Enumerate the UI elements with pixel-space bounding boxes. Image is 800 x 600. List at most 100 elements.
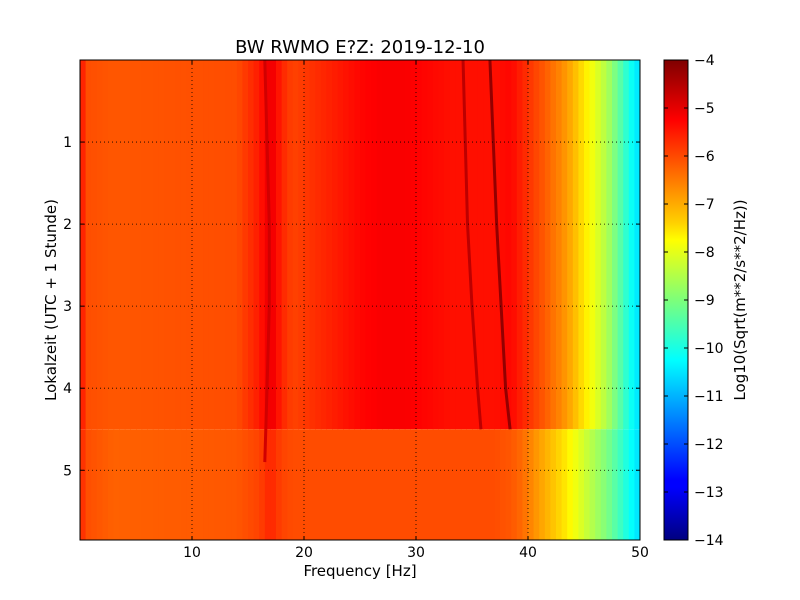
heatmap-cell <box>365 429 372 540</box>
heatmap-cell <box>96 60 103 430</box>
plot-frame <box>79 59 641 541</box>
heatmap-cell <box>113 60 120 430</box>
heatmap-cell <box>124 429 131 540</box>
heatmap-cell <box>253 60 260 430</box>
heatmap-cell <box>186 429 193 540</box>
heatmap-cell <box>421 60 428 430</box>
x-tick-label: 10 <box>183 545 201 561</box>
heatmap-cell <box>80 429 87 540</box>
heatmap-cell <box>578 60 585 430</box>
heatmap-cell <box>231 429 238 540</box>
heatmap-cell <box>404 429 411 540</box>
heatmap-cell <box>354 429 361 540</box>
heatmap-cell <box>108 429 115 540</box>
heatmap-cell <box>360 60 367 430</box>
heatmap-cell <box>634 429 640 540</box>
colorbar-tick-label: −13 <box>694 485 724 501</box>
heatmap-cell <box>528 429 535 540</box>
heatmap-cell <box>152 429 159 540</box>
heatmap-cell <box>410 60 417 430</box>
colorbar-tick-label: −8 <box>694 245 715 261</box>
heatmap-cell <box>533 429 540 540</box>
heatmap-cell <box>466 429 473 540</box>
heatmap-cell <box>164 429 171 540</box>
heatmap-cell <box>494 429 501 540</box>
heatmap-cell <box>628 429 635 540</box>
heatmap-cell <box>102 60 109 430</box>
heatmap-cell <box>488 60 495 430</box>
heatmap-cell <box>259 60 266 430</box>
heatmap-cell <box>404 60 411 430</box>
heatmap-cell <box>432 60 439 430</box>
heatmap-cell <box>264 429 271 540</box>
heatmap-cell <box>365 60 372 430</box>
heatmap-cell <box>556 60 563 430</box>
heatmap-cell <box>343 60 350 430</box>
heatmap-cell <box>382 60 389 430</box>
colorbar-label: Log10(Sqrt(m**2/s**2/Hz)) <box>731 199 749 400</box>
heatmap-cell <box>130 429 137 540</box>
heatmap-cell <box>567 429 574 540</box>
spectral-lines <box>263 60 512 463</box>
heatmap-cell <box>192 429 199 540</box>
heatmap-cell <box>483 60 490 430</box>
heatmap-cell <box>192 60 199 430</box>
heatmap-cell <box>225 429 232 540</box>
spectrogram-heatmap <box>80 60 640 540</box>
heatmap-cell <box>304 429 311 540</box>
heatmap-cell <box>180 60 187 430</box>
heatmap-cell <box>124 60 131 430</box>
heatmap-cell <box>388 429 395 540</box>
heatmap-cell <box>505 60 512 430</box>
heatmap-cell <box>141 429 148 540</box>
spectral-line-3 <box>488 60 512 430</box>
heatmap-cell <box>292 60 299 430</box>
heatmap-cell <box>343 429 350 540</box>
x-axis-label: Frequency [Hz] <box>303 562 416 580</box>
heatmap-cell <box>326 429 333 540</box>
heatmap-cell <box>169 429 176 540</box>
heatmap-cell <box>399 429 406 540</box>
heatmap-cell <box>248 60 255 430</box>
heatmap-cell <box>376 429 383 540</box>
grid-lines <box>80 60 640 540</box>
colorbar-tick-label: −14 <box>694 533 724 549</box>
heatmap-cell <box>320 60 327 430</box>
heatmap-cell <box>410 429 417 540</box>
heatmap-cell <box>449 429 456 540</box>
heatmap-cell <box>550 429 557 540</box>
x-tick-label: 40 <box>519 545 537 561</box>
chart-title: BW RWMO E?Z: 2019-12-10 <box>235 37 485 58</box>
heatmap-cell <box>231 60 238 430</box>
heatmap-cell <box>421 429 428 540</box>
heatmap-cell <box>617 429 624 540</box>
heatmap-cell <box>175 60 182 430</box>
heatmap-cell <box>208 429 215 540</box>
heatmap-cell <box>85 60 92 430</box>
heatmap-cell <box>556 429 563 540</box>
heatmap-cell <box>259 429 266 540</box>
heatmap-cell <box>332 429 339 540</box>
heatmap-cell <box>416 429 423 540</box>
colorbar-tick-label: −11 <box>694 389 724 405</box>
heatmap-cell <box>444 60 451 430</box>
heatmap-cell <box>360 429 367 540</box>
heatmap-cell <box>544 429 551 540</box>
heatmap-cell <box>320 429 327 540</box>
heatmap-cell <box>270 60 277 430</box>
heatmap-cell <box>147 429 154 540</box>
heatmap-cell <box>208 60 215 430</box>
heatmap-cell <box>444 429 451 540</box>
heatmap-cell <box>298 429 305 540</box>
heatmap-cell <box>225 60 232 430</box>
heatmap-cell <box>376 60 383 430</box>
heatmap-cell <box>203 429 210 540</box>
heatmap-cell <box>623 429 630 540</box>
heatmap-cell <box>511 60 518 430</box>
heatmap-cell <box>197 429 204 540</box>
heatmap-cell <box>287 429 294 540</box>
colorbar-tick-label: −7 <box>694 197 715 213</box>
heatmap-cell <box>634 60 640 430</box>
x-axis-ticks: 10 20 30 40 50 <box>183 60 649 561</box>
heatmap-cell <box>248 429 255 540</box>
